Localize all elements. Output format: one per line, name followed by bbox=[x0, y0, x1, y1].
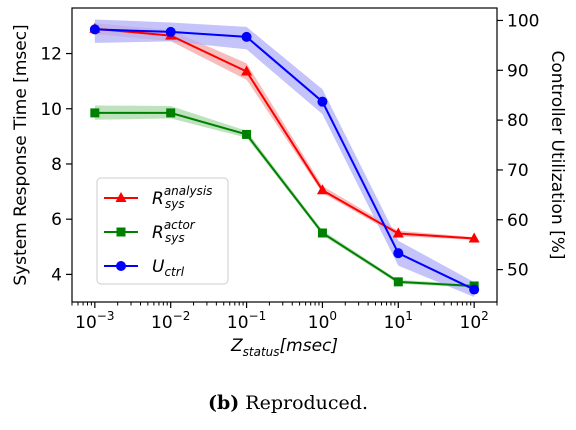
point-series-1 bbox=[317, 228, 327, 238]
x-axis-ticks: 10−3 10−2 10−1 100 101 102 bbox=[71, 302, 498, 333]
x-tick-label: 10−2 bbox=[151, 309, 190, 333]
point-series-2 bbox=[165, 26, 176, 37]
right-axis-label: Controller Utilization [%] bbox=[547, 50, 567, 259]
point-series-1 bbox=[242, 129, 252, 139]
x-tick-label: 102 bbox=[460, 309, 489, 333]
left-y-tick-label: 4 bbox=[51, 265, 62, 285]
right-axis-ticks: 50 60 70 80 90 100 bbox=[497, 11, 539, 281]
line-series-0 bbox=[94, 27, 475, 240]
right-y-tick-label: 60 bbox=[507, 211, 529, 231]
plot-frame bbox=[71, 7, 498, 303]
left-axis-label: System Response Time [msec] bbox=[11, 24, 31, 285]
right-y-tick-label: 90 bbox=[507, 61, 529, 81]
left-y-tick-label: 10 bbox=[40, 100, 62, 120]
left-y-tick-label: 6 bbox=[51, 210, 62, 230]
legend: Ranalysis sys Ractor sys Uctrl bbox=[96, 177, 229, 285]
right-y-tick-label: 50 bbox=[507, 261, 529, 281]
legend-marker bbox=[116, 261, 126, 271]
legend-entry: Uctrl bbox=[152, 257, 185, 279]
right-y-tick-label: 70 bbox=[507, 161, 529, 181]
x-tick-label: 101 bbox=[384, 309, 413, 333]
figure-caption: (b) Reproduced. bbox=[0, 392, 576, 414]
legend-box bbox=[96, 177, 229, 285]
right-y-tick-label: 100 bbox=[507, 11, 539, 31]
point-series-1 bbox=[166, 108, 176, 118]
point-series-1 bbox=[90, 108, 100, 118]
point-series-1 bbox=[393, 277, 403, 287]
x-tick-label: 100 bbox=[308, 309, 337, 333]
point-series-0 bbox=[241, 65, 253, 76]
legend-entry: Ractor sys bbox=[152, 218, 196, 245]
point-series-2 bbox=[317, 96, 328, 107]
caption-label: (b) bbox=[207, 392, 240, 414]
series-markers bbox=[89, 22, 480, 295]
point-series-2 bbox=[241, 31, 252, 42]
x-axis-label: Zstatus[msec] bbox=[230, 336, 338, 359]
left-y-tick-label: 8 bbox=[51, 155, 62, 175]
chart: 10−3 10−2 10−1 100 101 102 4 6 8 10 12 50 60 70 80 90… bbox=[11, 7, 567, 359]
left-axis-ticks: 4 6 8 10 12 bbox=[40, 45, 72, 285]
legend-marker bbox=[115, 192, 127, 202]
point-series-0 bbox=[468, 232, 480, 243]
legend-entry: Ranalysis sys bbox=[152, 184, 212, 211]
x-tick-label: 10−1 bbox=[227, 309, 266, 333]
line-series-1 bbox=[94, 111, 475, 287]
point-series-0 bbox=[316, 184, 328, 195]
line-series-2 bbox=[94, 28, 475, 291]
legend-marker bbox=[116, 227, 126, 237]
point-series-2 bbox=[89, 24, 100, 35]
left-y-tick-label: 12 bbox=[40, 45, 62, 65]
point-series-0 bbox=[392, 227, 404, 238]
point-series-2 bbox=[393, 248, 404, 259]
series-lines bbox=[94, 27, 475, 291]
right-y-tick-label: 80 bbox=[507, 111, 529, 131]
x-tick-label: 10−3 bbox=[75, 309, 114, 333]
point-series-2 bbox=[469, 284, 480, 295]
caption-text: Reproduced. bbox=[245, 392, 369, 414]
band-series-2 bbox=[94, 19, 475, 298]
